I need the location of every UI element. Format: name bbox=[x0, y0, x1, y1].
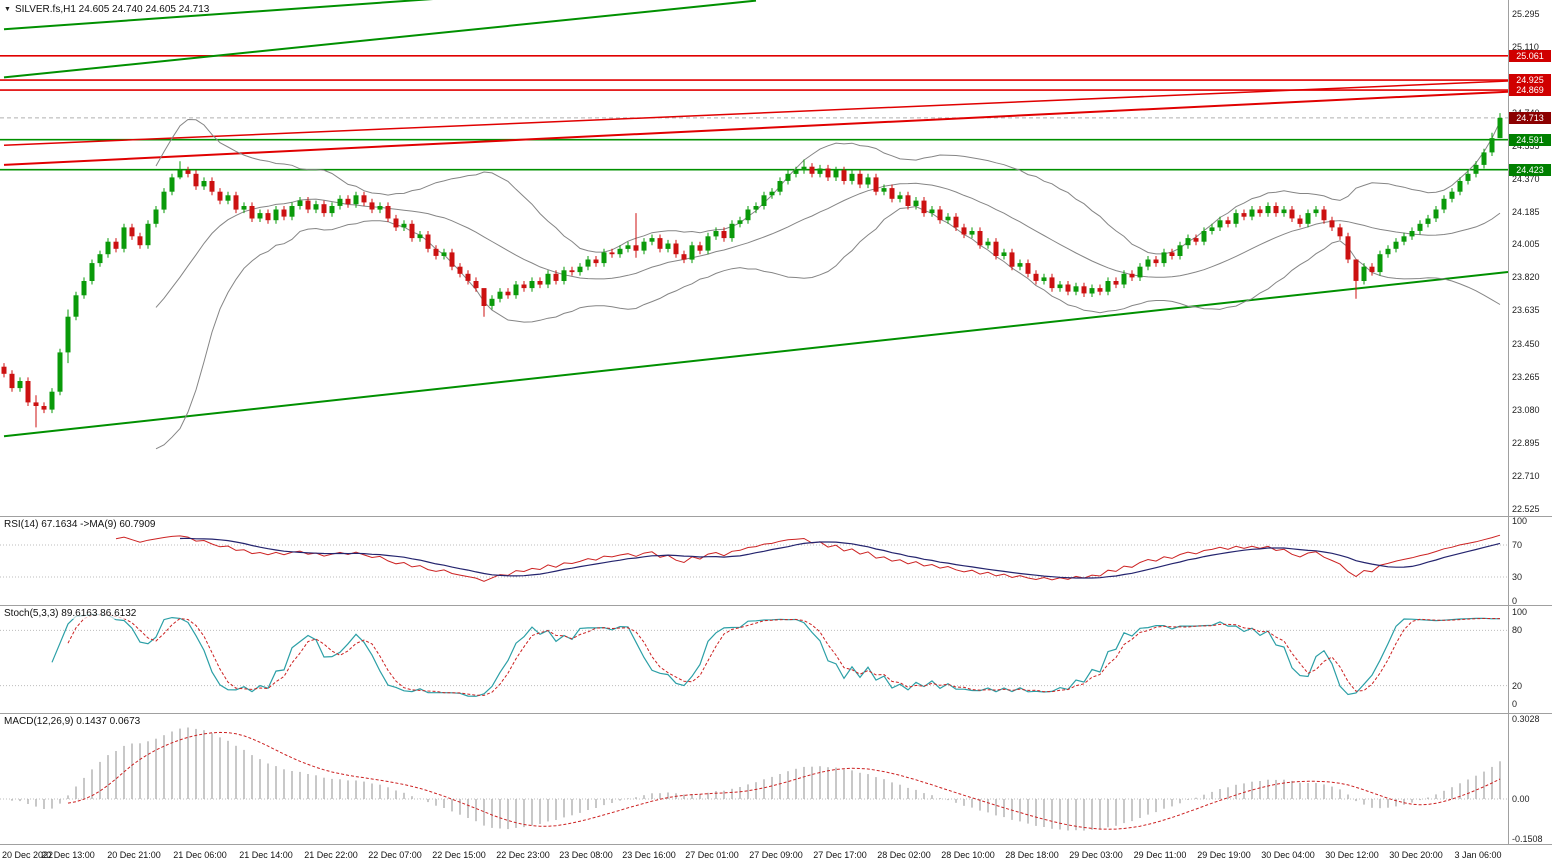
price-tick-label: 23.820 bbox=[1512, 272, 1540, 283]
price-tick-label: 22.710 bbox=[1512, 470, 1540, 481]
time-tick-label: 20 Dec 21:00 bbox=[107, 850, 161, 860]
time-tick-label: 28 Dec 18:00 bbox=[1005, 850, 1059, 860]
price-tick-label: 23.265 bbox=[1512, 371, 1540, 382]
candlestick-chart-canvas[interactable] bbox=[0, 0, 1508, 516]
price-level-badge: 24.713 bbox=[1509, 111, 1551, 124]
macd-panel[interactable]: MACD(12,26,9) 0.1437 0.0673 bbox=[0, 714, 1508, 844]
price-level-badge: 24.423 bbox=[1509, 163, 1551, 176]
indicator-scale-label: 70 bbox=[1512, 540, 1523, 550]
time-tick-label: 30 Dec 20:00 bbox=[1389, 850, 1443, 860]
object-marker-icon[interactable]: ▼ bbox=[4, 5, 11, 13]
price-tick-label: 22.895 bbox=[1512, 437, 1540, 448]
time-tick-label: 29 Dec 19:00 bbox=[1197, 850, 1251, 860]
symbol-ohlc-label: SILVER.fs,H1 24.605 24.740 24.605 24.713 bbox=[14, 4, 210, 15]
price-level-badge: 24.591 bbox=[1509, 133, 1551, 146]
main-price-panel[interactable]: ▼ SILVER.fs,H1 24.605 24.740 24.605 24.71… bbox=[0, 0, 1508, 516]
time-tick-label: 3 Jan 06:00 bbox=[1454, 850, 1502, 860]
panel-resize-handle[interactable] bbox=[0, 713, 1552, 714]
price-tick-label: 23.635 bbox=[1512, 305, 1540, 316]
indicator-scale-label: 0 bbox=[1512, 699, 1518, 709]
time-tick-label: 22 Dec 23:00 bbox=[496, 850, 550, 860]
time-tick-label: 28 Dec 02:00 bbox=[877, 850, 931, 860]
time-tick-label: 21 Dec 06:00 bbox=[173, 850, 227, 860]
time-tick-label: 30 Dec 04:00 bbox=[1261, 850, 1315, 860]
time-tick-label: 28 Dec 10:00 bbox=[941, 850, 995, 860]
indicator-scale-label: -0.1508 bbox=[1512, 833, 1543, 844]
time-tick-label: 22 Dec 15:00 bbox=[432, 850, 486, 860]
time-tick-label: 27 Dec 01:00 bbox=[685, 850, 739, 860]
macd-indicator-label: MACD(12,26,9) 0.1437 0.0673 bbox=[4, 716, 141, 727]
indicator-scale-label: 30 bbox=[1512, 572, 1523, 582]
chart-title: ▼ SILVER.fs,H1 24.605 24.740 24.605 24.71… bbox=[4, 4, 209, 15]
time-tick-label: 23 Dec 16:00 bbox=[622, 850, 676, 860]
panel-resize-handle[interactable] bbox=[0, 605, 1552, 606]
time-axis[interactable]: 20 Dec 2022 20 Dec 13:00 20 Dec 21:00 21 De… bbox=[0, 845, 1552, 868]
price-tick-label: 25.110 bbox=[1512, 42, 1539, 52]
price-tick-label: 23.450 bbox=[1512, 338, 1540, 349]
price-axis[interactable]: 25.29525.11024.92524.74024.55524.37024.1… bbox=[1509, 0, 1552, 845]
time-tick-label: 23 Dec 08:00 bbox=[559, 850, 613, 860]
time-tick-label: 21 Dec 14:00 bbox=[239, 850, 293, 860]
time-tick-label: 21 Dec 22:00 bbox=[304, 850, 358, 860]
indicator-scale-label: 100 bbox=[1512, 607, 1528, 617]
panel-resize-handle[interactable] bbox=[0, 516, 1552, 517]
indicator-scale-label: 80 bbox=[1512, 625, 1523, 636]
price-tick-label: 24.370 bbox=[1512, 174, 1540, 185]
time-tick-label: 30 Dec 12:00 bbox=[1325, 850, 1379, 860]
time-tick-label: 22 Dec 07:00 bbox=[368, 850, 422, 860]
macd-canvas[interactable] bbox=[0, 714, 1508, 844]
stochastic-indicator-label: Stoch(5,3,3) 89.6163 86.6132 bbox=[4, 608, 137, 619]
price-level-badge: 24.925 bbox=[1509, 74, 1551, 87]
axis-divider bbox=[1508, 0, 1509, 845]
indicator-scale-label: 0 bbox=[1512, 596, 1518, 606]
time-tick-label: 27 Dec 09:00 bbox=[749, 850, 803, 860]
price-tick-label: 23.080 bbox=[1512, 404, 1540, 415]
price-tick-label: 24.005 bbox=[1512, 239, 1540, 250]
time-tick-label: 29 Dec 11:00 bbox=[1133, 850, 1187, 860]
panel-divider bbox=[0, 844, 1552, 845]
rsi-indicator-label: RSI(14) 67.1634 ->MA(9) 60.7909 bbox=[4, 519, 156, 530]
time-tick-label: 20 Dec 2022 bbox=[2, 850, 54, 860]
price-tick-label: 25.295 bbox=[1512, 9, 1540, 19]
price-tick-label: 22.525 bbox=[1512, 503, 1540, 514]
indicator-scale-label: 0.00 bbox=[1512, 794, 1530, 804]
indicator-scale-label: 0.3028 bbox=[1512, 713, 1540, 724]
indicator-scale-label: 100 bbox=[1512, 516, 1528, 526]
rsi-panel[interactable]: RSI(14) 67.1634 ->MA(9) 60.7909 bbox=[0, 517, 1508, 605]
price-level-badge: 24.869 bbox=[1509, 84, 1551, 97]
time-tick-label: 20 Dec 13:00 bbox=[41, 850, 95, 860]
stochastic-canvas[interactable] bbox=[0, 606, 1508, 713]
price-tick-label: 24.185 bbox=[1512, 207, 1540, 218]
rsi-canvas[interactable] bbox=[0, 517, 1508, 605]
time-tick-label: 29 Dec 03:00 bbox=[1069, 850, 1123, 860]
time-tick-label: 27 Dec 17:00 bbox=[813, 850, 867, 860]
price-level-badge: 25.061 bbox=[1509, 49, 1551, 62]
price-tick-label: 24.555 bbox=[1512, 141, 1540, 152]
indicator-scale-label: 20 bbox=[1512, 680, 1523, 691]
stochastic-panel[interactable]: Stoch(5,3,3) 89.6163 86.6132 bbox=[0, 606, 1508, 713]
